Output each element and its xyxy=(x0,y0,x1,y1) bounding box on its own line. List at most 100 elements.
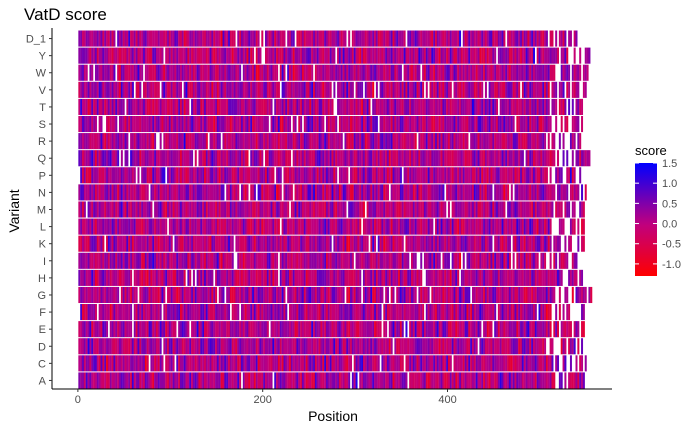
heatmap-tile xyxy=(335,235,338,252)
heatmap-tile xyxy=(327,269,330,286)
heatmap-tile xyxy=(483,184,486,201)
heatmap-tile xyxy=(115,355,118,372)
heatmap-tile xyxy=(538,304,541,321)
heatmap-tile xyxy=(558,201,561,218)
heatmap-tile xyxy=(390,184,393,201)
heatmap-tile xyxy=(139,304,142,321)
heatmap-tile xyxy=(331,269,334,286)
heatmap-tile xyxy=(440,304,443,321)
heatmap-tile xyxy=(165,338,168,355)
heatmap-tile xyxy=(488,218,491,235)
heatmap-tile xyxy=(385,64,388,81)
heatmap-tile xyxy=(196,338,199,355)
heatmap-tile xyxy=(157,338,160,355)
heatmap-tile xyxy=(102,218,105,235)
heatmap-tile xyxy=(499,115,502,133)
heatmap-tile xyxy=(507,235,510,252)
heatmap-tile xyxy=(192,321,195,338)
heatmap-tile xyxy=(198,304,201,321)
heatmap-tile xyxy=(179,115,182,133)
heatmap-tile xyxy=(399,81,402,98)
heatmap-tile xyxy=(276,133,279,150)
heatmap-tile xyxy=(126,115,129,133)
heatmap-tile xyxy=(124,64,127,81)
heatmap-tile xyxy=(555,355,558,372)
heatmap-tile xyxy=(107,47,110,64)
heatmap-tile xyxy=(383,64,386,81)
heatmap-tile xyxy=(394,218,397,235)
heatmap-tile xyxy=(516,184,519,201)
heatmap-tile xyxy=(257,372,260,389)
heatmap-tile xyxy=(446,321,449,338)
heatmap-tile xyxy=(514,269,517,286)
heatmap-tile xyxy=(100,321,103,338)
heatmap-tile xyxy=(115,201,118,218)
heatmap-tile xyxy=(248,81,251,98)
heatmap-tile xyxy=(436,133,439,150)
heatmap-tile xyxy=(309,64,312,81)
heatmap-tile xyxy=(459,115,462,133)
heatmap-tile xyxy=(152,133,155,150)
heatmap-tile xyxy=(163,338,166,355)
heatmap-tile xyxy=(403,372,406,389)
heatmap-tile xyxy=(542,286,545,304)
heatmap-tile xyxy=(490,201,493,218)
heatmap-tile xyxy=(128,338,131,355)
heatmap-tile xyxy=(508,150,511,167)
heatmap-tile xyxy=(174,235,177,252)
heatmap-tile xyxy=(80,167,83,184)
heatmap-tile xyxy=(215,150,218,167)
heatmap-tile xyxy=(338,355,341,372)
heatmap-tile xyxy=(159,235,162,252)
heatmap-tile xyxy=(505,98,508,115)
heatmap-tile xyxy=(581,184,584,201)
heatmap-tile xyxy=(499,235,502,252)
heatmap-tile xyxy=(466,235,469,252)
heatmap-tile xyxy=(569,133,572,150)
heatmap-tile xyxy=(113,252,116,269)
heatmap-tile xyxy=(521,201,524,218)
heatmap-tile xyxy=(527,286,530,304)
heatmap-tile xyxy=(119,47,121,64)
heatmap-tile xyxy=(455,167,458,184)
heatmap-tile xyxy=(372,64,375,81)
heatmap-tile xyxy=(143,235,146,252)
heatmap-tile xyxy=(257,235,260,252)
heatmap-tile xyxy=(346,235,349,252)
heatmap-tile xyxy=(418,81,421,98)
heatmap-tile xyxy=(470,304,473,321)
heatmap-tile xyxy=(117,98,120,115)
heatmap-tile xyxy=(362,150,365,167)
heatmap-tile xyxy=(305,64,308,81)
heatmap-tile xyxy=(470,150,473,167)
heatmap-tile xyxy=(375,218,378,235)
heatmap-tile xyxy=(370,304,373,321)
heatmap-tile xyxy=(420,235,423,252)
heatmap-tile xyxy=(313,115,316,133)
heatmap-tile xyxy=(144,47,147,64)
heatmap-tile xyxy=(172,150,175,167)
heatmap-tile xyxy=(170,338,173,355)
heatmap-tile xyxy=(497,218,500,235)
heatmap-tile xyxy=(375,286,378,304)
heatmap-tile xyxy=(468,321,471,338)
heatmap-tile xyxy=(196,269,199,286)
heatmap-tile xyxy=(505,252,508,269)
heatmap-tile xyxy=(91,133,94,150)
heatmap-tile xyxy=(486,269,489,286)
heatmap-tile xyxy=(447,115,450,133)
heatmap-tile xyxy=(137,269,140,286)
heatmap-tile xyxy=(394,269,397,286)
heatmap-tile xyxy=(455,81,458,98)
heatmap-tile xyxy=(253,98,256,115)
heatmap-tile xyxy=(557,184,560,201)
heatmap-tile xyxy=(508,81,511,98)
heatmap-tile xyxy=(170,286,173,304)
heatmap-tile xyxy=(272,150,275,167)
heatmap-tile xyxy=(120,252,123,269)
heatmap-tile xyxy=(562,133,565,150)
heatmap-tile xyxy=(320,98,323,115)
heatmap-tile xyxy=(368,64,371,81)
heatmap-tile xyxy=(131,98,134,115)
heatmap-tile xyxy=(581,338,584,355)
